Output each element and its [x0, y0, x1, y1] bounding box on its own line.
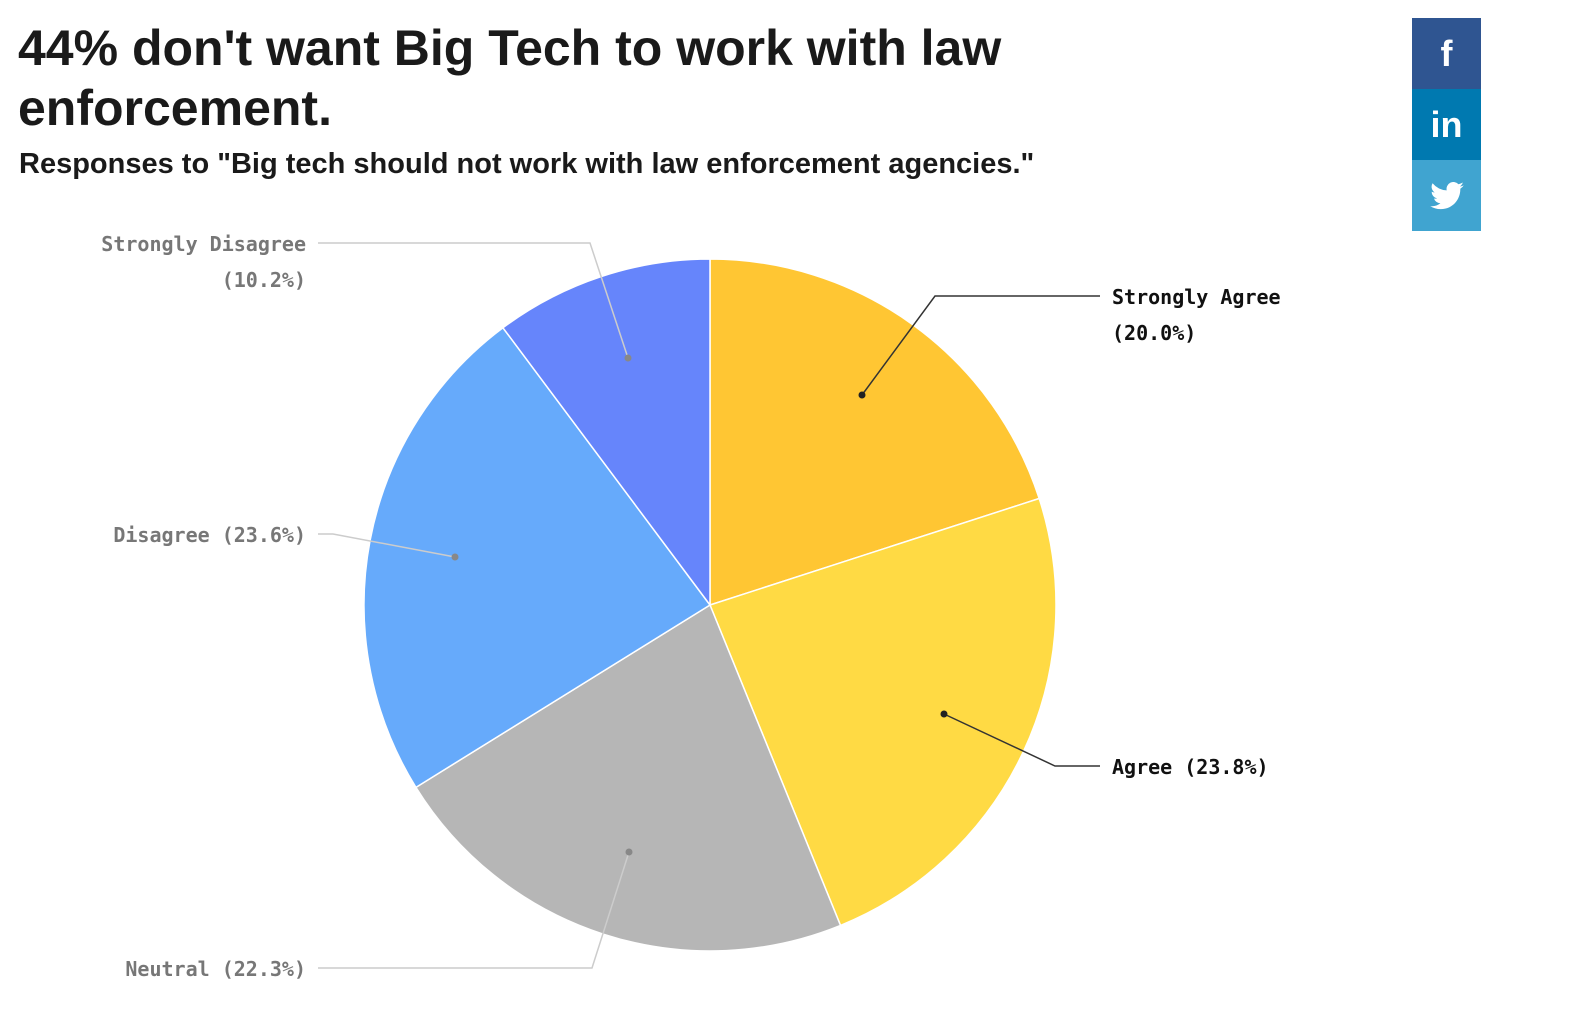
slice-label: Agree (23.8%)	[1112, 755, 1269, 779]
leader-dot	[940, 710, 948, 718]
leader-line	[318, 533, 456, 558]
leader-line	[318, 242, 629, 359]
slice-value-label: (10.2%)	[222, 268, 306, 292]
slice-label: Strongly Disagree	[101, 232, 306, 256]
leader-dot	[451, 553, 459, 561]
slice-value-label: (20.0%)	[1112, 321, 1196, 345]
facebook-share-button[interactable]: f	[1412, 18, 1481, 89]
leader-dot	[625, 848, 633, 856]
leader-line	[861, 295, 1100, 396]
leader-dot	[858, 391, 866, 399]
slice-label: Neutral (22.3%)	[125, 957, 306, 981]
slice-label: Disagree (23.6%)	[113, 523, 306, 547]
twitter-icon	[1429, 181, 1464, 209]
leader-line	[318, 851, 630, 969]
leader-dot	[624, 354, 632, 362]
leader-line	[943, 713, 1100, 767]
slice-label: Strongly Agree	[1112, 285, 1281, 309]
chart-title: 44% don't want Big Tech to work with law…	[18, 20, 1002, 136]
twitter-share-button[interactable]	[1412, 160, 1481, 231]
linkedin-share-button[interactable]: in	[1412, 89, 1481, 160]
facebook-icon: f	[1440, 32, 1453, 74]
chart-subtitle: Responses to "Big tech should not work w…	[19, 148, 1035, 180]
linkedin-icon: in	[1430, 103, 1463, 145]
